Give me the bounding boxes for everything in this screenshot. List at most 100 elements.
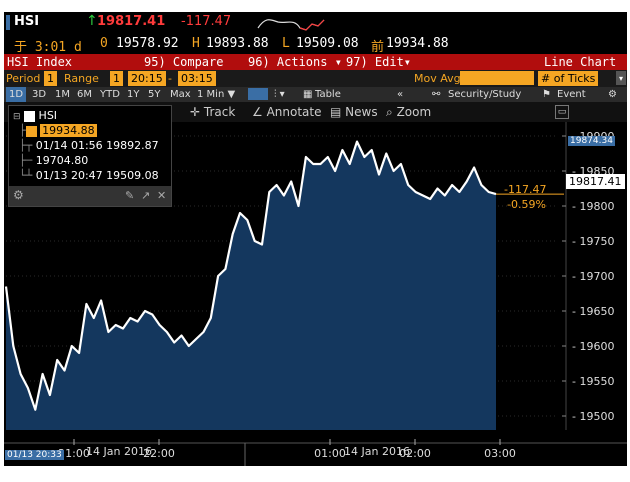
tree-minus-icon[interactable]: ⊟ — [13, 112, 21, 122]
x-tick-label: 22:00 — [143, 447, 175, 460]
tree-branch-icon: ├ — [19, 124, 26, 137]
ticker: HSI — [14, 14, 40, 29]
popout-icon[interactable]: ↗ — [141, 189, 151, 202]
flag-icon: ⚑ — [542, 89, 551, 100]
pin-icon[interactable]: ✎ — [125, 189, 135, 202]
edit-menu[interactable]: 97) Edit▾ — [346, 54, 411, 70]
legend-row-low: └┴ 01/13 20:47 19509.08 — [19, 169, 159, 182]
period-field[interactable]: 1 — [44, 71, 57, 86]
high-marker-label: 19874.34 — [568, 136, 615, 146]
high-value: 19893.88 — [206, 36, 269, 51]
annotate-button[interactable]: ∠ Annotate — [252, 104, 322, 120]
zoom-label: Zoom — [396, 105, 432, 119]
event-button[interactable]: Event — [557, 89, 586, 100]
legend-last: 19934.88 — [40, 124, 97, 137]
x-tick-label: 03:00 — [484, 447, 516, 460]
security-field[interactable]: HSI Index — [7, 55, 73, 69]
x-tick-label: 21:00 — [58, 447, 90, 460]
date-label: 14 Jan 2016 — [344, 445, 410, 458]
range-tab-5y[interactable]: 5Y — [148, 89, 161, 100]
ticks-label: # of Ticks — [541, 72, 596, 85]
range-label: Range — [64, 72, 99, 85]
collapse-icon[interactable]: « — [397, 89, 404, 100]
quote-row: 于 3:01 d 0 19578.92 H 19893.88 L 19509.0… — [4, 34, 627, 55]
actions-label: 96) Actions — [248, 55, 328, 69]
legend-high-time: 01/14 01:56 — [35, 139, 103, 152]
news-label: News — [345, 105, 378, 119]
range-tab-1m[interactable]: 1M — [55, 89, 70, 100]
range-tab-1d[interactable]: 1D — [6, 87, 27, 102]
legend-row-last: ├ 19934.88 — [19, 124, 97, 137]
prev-label: 前 — [371, 40, 385, 55]
compare-button[interactable]: 95) Compare — [144, 55, 224, 69]
line-chart-icon[interactable] — [248, 88, 268, 100]
crosshair-icon: ✛ — [190, 105, 201, 119]
tree-branch-icon: ├─ — [19, 154, 33, 167]
bar-style-icon[interactable]: ⫶ ▾ — [274, 89, 285, 100]
range-tab-6m[interactable]: 6M — [77, 89, 92, 100]
range-tab-1y[interactable]: 1Y — [127, 89, 140, 100]
x-axis-band — [4, 430, 627, 443]
zoom-button[interactable]: ⌕ Zoom — [386, 104, 431, 120]
gear-icon[interactable]: ⚙ — [608, 89, 617, 100]
price-chart[interactable]: - 19500- 19550- 19600- 19650- 19700- 197… — [4, 12, 627, 466]
track-button[interactable]: ✛ Track — [190, 104, 235, 120]
net-change-label: -117.47 — [504, 183, 547, 196]
interval-label: 1 Min — [197, 89, 225, 100]
y-tick-label: - 19550 — [572, 375, 614, 388]
security-study-button[interactable]: Security/Study — [448, 89, 522, 100]
y-tick-label: - 19500 — [572, 410, 614, 423]
legend-low-time: 01/13 20:47 — [35, 169, 103, 182]
news-icon: ▤ — [330, 105, 342, 119]
range-field[interactable]: 1 — [110, 71, 123, 86]
chart-type-button[interactable]: Line Chart — [544, 55, 617, 69]
gear-icon[interactable]: ⚙ — [13, 188, 24, 202]
x-tick-label: 02:00 — [399, 447, 431, 460]
open-value: 19578.92 — [116, 36, 179, 51]
table-icon: ▦ — [303, 89, 313, 100]
magnifier-icon: ⌕ — [386, 105, 393, 119]
x-tick-label: 01:00 — [314, 447, 346, 460]
y-tick-label: - 19700 — [572, 270, 614, 283]
pencil-icon: ∠ — [252, 105, 263, 119]
range-end-field[interactable]: 03:15 — [178, 71, 216, 86]
pct-change-label: -0.59% — [507, 198, 546, 211]
table-button[interactable]: Table — [315, 89, 341, 100]
range-tab-3d[interactable]: 3D — [32, 89, 47, 100]
range-start-field[interactable]: 20:15 — [128, 71, 166, 86]
range-tab-ytd[interactable]: YTD — [100, 89, 120, 100]
dropdown-arrow-icon[interactable]: ▾ — [616, 71, 626, 85]
low-label: L — [282, 36, 290, 51]
legend-name: HSI — [38, 109, 58, 122]
period-label: Period — [6, 72, 41, 85]
legend-row-high: ├┬ 01/14 01:56 19892.87 — [19, 139, 159, 152]
ticks-dropdown[interactable]: # of Ticks — [538, 71, 599, 86]
mov-avg-label: Mov Avg — [414, 72, 461, 85]
tree-branch-icon: └┴ — [19, 169, 33, 182]
price-line — [4, 140, 497, 411]
track-label: Track — [203, 105, 236, 119]
dropdown-arrow-icon: ▼ — [227, 89, 236, 100]
range-tab-max[interactable]: Max — [170, 89, 191, 100]
edit-label: 97) Edit — [346, 55, 404, 69]
close-icon[interactable]: ✕ — [157, 189, 167, 202]
interval-dropdown[interactable]: 1 Min ▼ — [197, 87, 235, 102]
news-button[interactable]: ▤ News — [330, 104, 378, 120]
security-study-icon: ⚯ — [432, 89, 441, 100]
tree-branch-icon: ├┬ — [19, 139, 33, 152]
sparkline-icon — [257, 19, 325, 31]
annotate-label: Annotate — [266, 105, 322, 119]
actions-menu[interactable]: 96) Actions ▾ — [248, 54, 342, 70]
last-price: 19817.41 — [97, 14, 166, 29]
menu-bar: HSI Index 95) Compare 96) Actions ▾ 97) … — [4, 54, 627, 70]
range-separator: - — [168, 72, 172, 85]
period-bar: Period 1 Range 1 20:15 - 03:15 Mov Avg #… — [4, 70, 627, 87]
dropdown-arrow-icon: ▾ — [403, 55, 412, 69]
maximize-icon[interactable]: ▭ — [555, 105, 569, 119]
legend-row-mid: ├─ 19704.80 — [19, 154, 88, 167]
high-label: H — [192, 36, 200, 51]
header-row: HSI ↑ 19817.41 -117.47 — [4, 12, 627, 34]
mov-avg-field[interactable] — [460, 71, 534, 85]
legend-swatch — [25, 125, 37, 137]
legend-high-value: 19892.87 — [106, 139, 159, 152]
